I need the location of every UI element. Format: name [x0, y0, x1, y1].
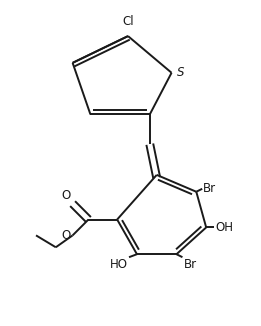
Text: O: O: [61, 189, 71, 202]
Text: Br: Br: [203, 182, 216, 195]
Text: Cl: Cl: [122, 15, 134, 28]
Text: HO: HO: [110, 258, 128, 271]
Text: Br: Br: [183, 258, 197, 271]
Text: OH: OH: [215, 221, 233, 234]
Text: S: S: [176, 66, 184, 79]
Text: O: O: [61, 229, 71, 242]
